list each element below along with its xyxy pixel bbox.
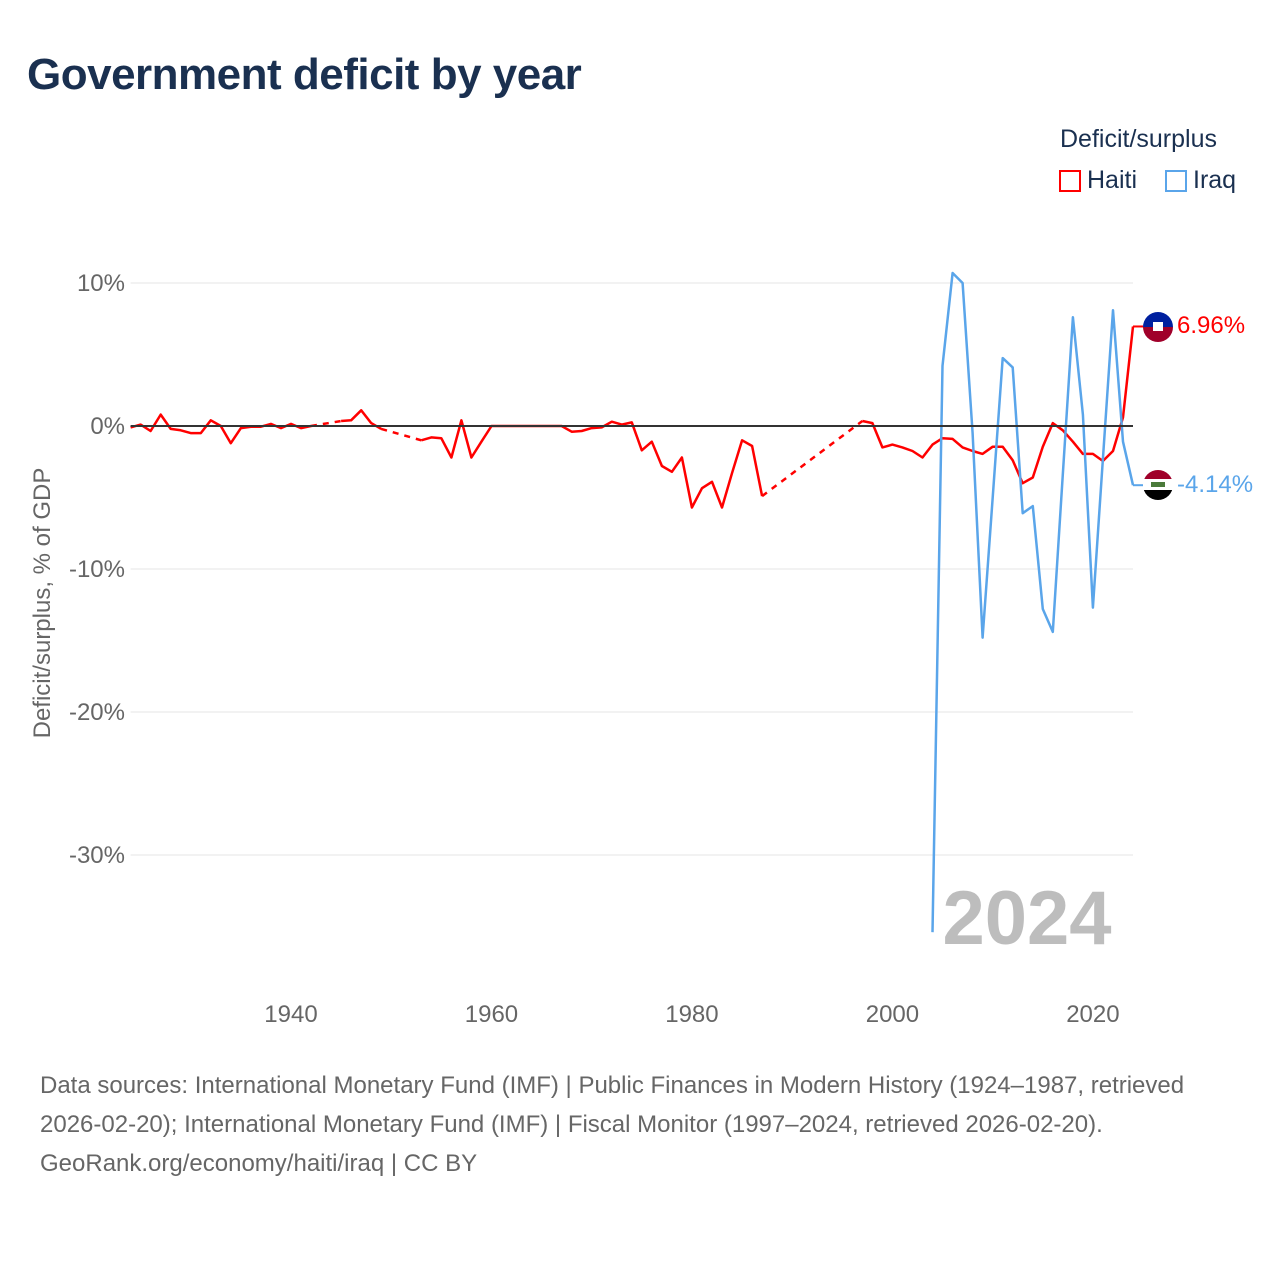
- legend-swatch-haiti: [1059, 169, 1081, 192]
- y-axis-label: Deficit/surplus, % of GDP: [29, 468, 56, 739]
- legend-swatch-iraq: [1165, 169, 1187, 192]
- iraq-end-label: -4.14%: [1177, 471, 1253, 498]
- legend-label: Iraq: [1193, 166, 1237, 194]
- x-tick-label: 2000: [866, 1001, 919, 1028]
- x-tick-label: 1940: [264, 1001, 317, 1028]
- y-tick-label: 0%: [90, 413, 125, 440]
- x-tick-label: 1980: [665, 1001, 718, 1028]
- iraq-flag-icon: [1143, 470, 1173, 500]
- haiti-series-line: [130, 326, 1135, 509]
- y-tick-label: 10%: [77, 270, 125, 297]
- footer: Data sources: International Monetary Fun…: [40, 1066, 1240, 1183]
- x-tick-label: 1960: [465, 1001, 518, 1028]
- legend-item-iraq[interactable]: Iraq: [1165, 166, 1236, 195]
- year-watermark: 2024: [942, 876, 1111, 961]
- haiti-gap-segment: [761, 419, 864, 498]
- legend-item-haiti[interactable]: Haiti: [1059, 166, 1137, 195]
- haiti-gap-segment: [380, 427, 422, 442]
- credit-link[interactable]: GeoRank.org/economy/haiti/iraq | CC BY: [40, 1150, 478, 1177]
- y-tick-label: -30%: [69, 842, 125, 869]
- line-chart: 10% 0% -10% -20% -30% 1940 1960 1980 2000 2020 20…: [29, 270, 1253, 1028]
- y-tick-label: -10%: [69, 556, 125, 583]
- data-sources: Data sources: International Monetary Fun…: [40, 1072, 1185, 1138]
- haiti-flag-icon: [1143, 312, 1173, 342]
- page-title: Government deficit by year: [27, 50, 582, 99]
- x-tick-label: 2020: [1066, 1001, 1119, 1028]
- legend-label: Haiti: [1087, 166, 1138, 194]
- iraq-series-line: [931, 271, 1135, 933]
- haiti-end-label: 6.96%: [1177, 312, 1245, 339]
- y-tick-label: -20%: [69, 699, 125, 726]
- legend-title: Deficit/surplus: [1060, 125, 1217, 153]
